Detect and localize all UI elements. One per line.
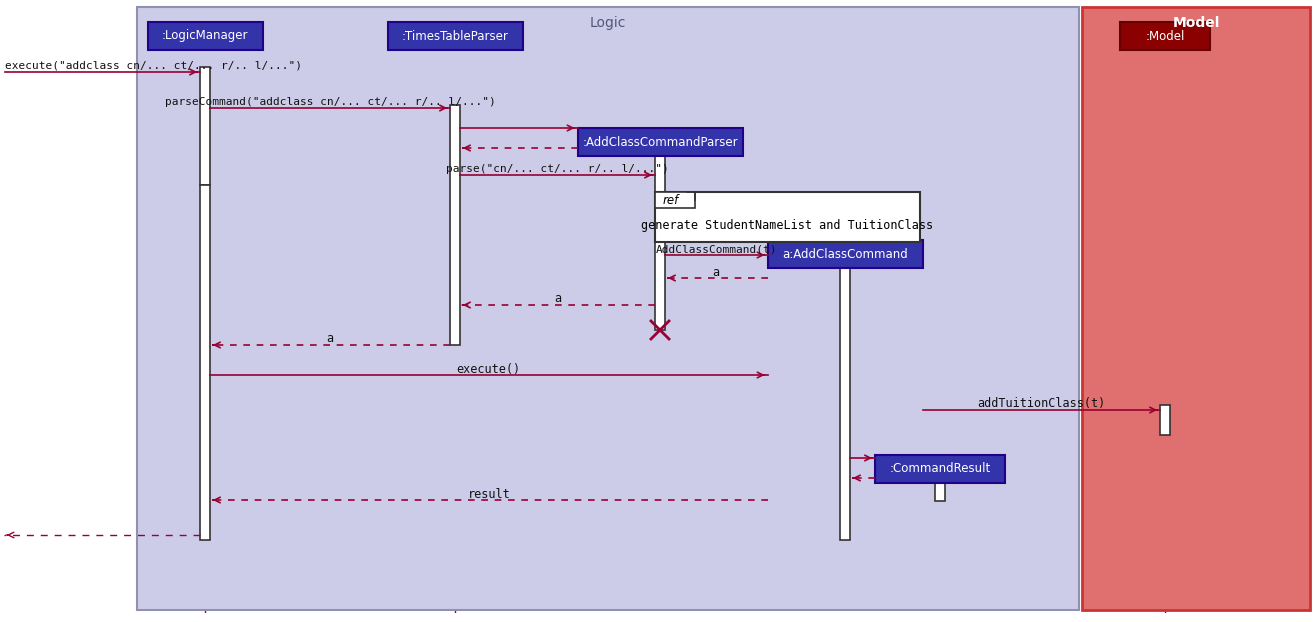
Text: :AddClassCommandParser: :AddClassCommandParser: [582, 136, 738, 149]
Text: Logic: Logic: [590, 16, 626, 30]
Bar: [934, 483, 945, 501]
Text: parse("cn/... ct/... r/.. l/..."): parse("cn/... ct/... r/.. l/..."): [446, 164, 669, 174]
Bar: [655, 192, 920, 242]
Text: generate StudentNameList and TuitionClass: generate StudentNameList and TuitionClas…: [641, 218, 933, 231]
Text: a: a: [554, 292, 561, 305]
Text: AddClassCommand(t): AddClassCommand(t): [655, 244, 776, 254]
Text: parseCommand("addclass cn/... ct/... r/.. l/..."): parseCommand("addclass cn/... ct/... r/.…: [164, 97, 495, 107]
Text: a: a: [713, 266, 720, 279]
Bar: [655, 156, 665, 330]
Text: result: result: [467, 488, 511, 501]
Text: ref: ref: [663, 193, 679, 207]
Bar: [655, 192, 695, 208]
Bar: [875, 455, 1005, 483]
Bar: [767, 240, 923, 268]
Bar: [1120, 22, 1209, 50]
Bar: [840, 268, 850, 540]
Text: a:AddClassCommand: a:AddClassCommand: [782, 248, 908, 261]
Text: Model: Model: [1173, 16, 1220, 30]
Text: :TimesTableParser: :TimesTableParser: [401, 29, 508, 42]
Bar: [200, 185, 211, 540]
Text: :Model: :Model: [1145, 29, 1184, 42]
Bar: [147, 22, 262, 50]
Bar: [1159, 405, 1170, 435]
Text: execute(): execute(): [457, 363, 521, 376]
Text: :CommandResult: :CommandResult: [890, 463, 991, 475]
Bar: [137, 7, 1079, 610]
Text: :LogicManager: :LogicManager: [162, 29, 249, 42]
Bar: [387, 22, 522, 50]
Bar: [200, 67, 211, 185]
Text: a: a: [326, 333, 333, 345]
Bar: [450, 105, 461, 345]
Text: execute("addclass cn/... ct/... r/.. l/..."): execute("addclass cn/... ct/... r/.. l/.…: [5, 60, 301, 70]
Bar: [1082, 7, 1309, 610]
Text: addTuitionClass(t): addTuitionClass(t): [976, 397, 1105, 411]
Bar: [578, 128, 742, 156]
